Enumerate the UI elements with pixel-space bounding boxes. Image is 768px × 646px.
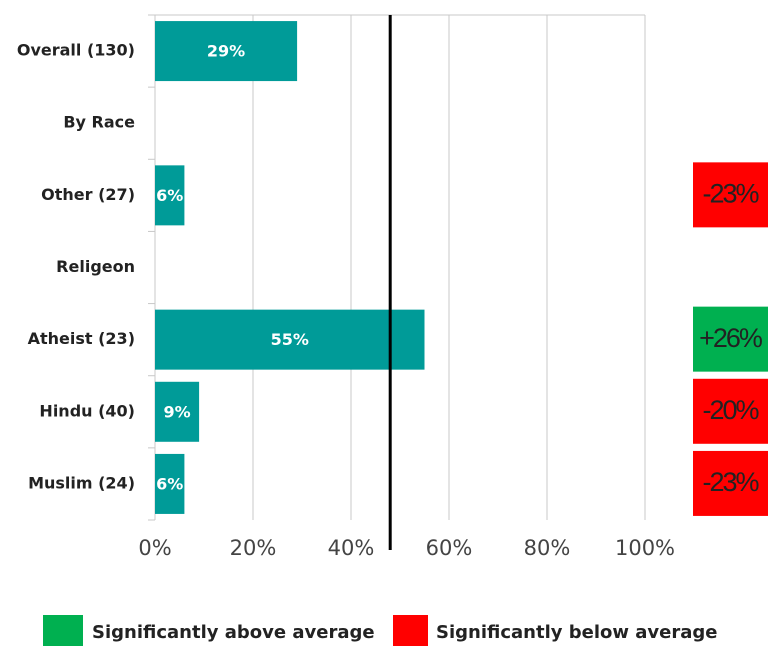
difference-label: -23% — [702, 467, 759, 497]
bar — [155, 381, 200, 442]
category-label: Atheist (23) — [28, 329, 135, 348]
category-label: Overall (130) — [17, 41, 135, 60]
x-tick-label: 100% — [615, 536, 675, 560]
difference-box — [693, 450, 768, 516]
value-label: 9% — [163, 402, 190, 421]
value-label: 55% — [271, 330, 309, 349]
legend-label: Significantly below average — [436, 622, 717, 643]
difference-label: -20% — [702, 395, 759, 425]
difference-label: -23% — [702, 178, 759, 208]
legend-label: Significantly above average — [92, 622, 375, 643]
bar — [155, 309, 425, 370]
category-label: By Race — [63, 113, 135, 132]
category-label: Other (27) — [41, 185, 135, 204]
value-label: 29% — [207, 42, 245, 61]
value-label: 6% — [156, 186, 183, 205]
x-tick-label: 20% — [230, 536, 277, 560]
difference-box — [693, 162, 768, 228]
difference-box — [693, 378, 768, 444]
x-tick-label: 60% — [426, 536, 473, 560]
category-label: Hindu (40) — [39, 401, 135, 420]
bar — [155, 165, 185, 226]
legend-swatch — [43, 615, 83, 646]
value-label: 6% — [156, 474, 183, 493]
x-tick-label: 40% — [328, 536, 375, 560]
x-tick-label: 0% — [138, 536, 171, 560]
x-tick-label: 80% — [524, 536, 571, 560]
legend-swatch — [393, 615, 428, 646]
difference-label: +26% — [699, 323, 763, 353]
difference-box — [693, 306, 768, 372]
category-label: Religeon — [56, 257, 135, 276]
bar — [155, 21, 298, 82]
bar — [155, 453, 185, 514]
category-label: Muslim (24) — [28, 473, 135, 492]
